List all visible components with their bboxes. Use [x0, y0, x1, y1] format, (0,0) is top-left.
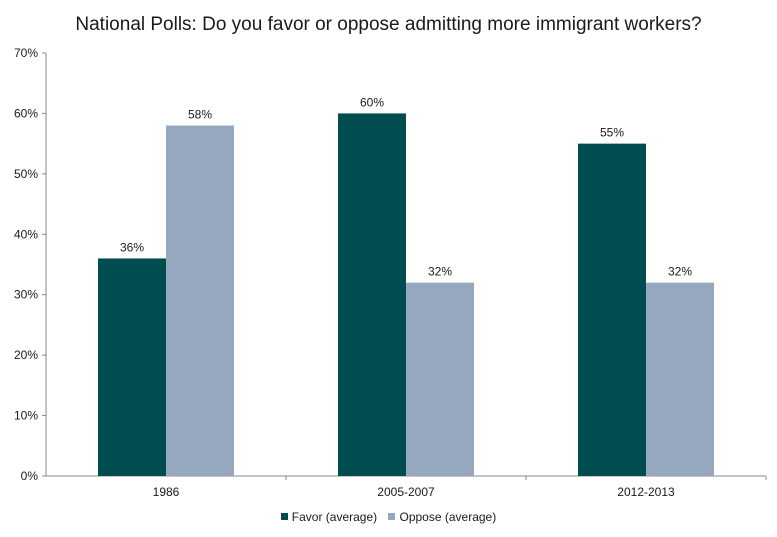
x-tick-label: 1986 [153, 485, 180, 499]
y-tick-label: 20% [14, 348, 38, 362]
data-label: 55% [600, 126, 624, 140]
data-label: 58% [188, 108, 212, 122]
legend: Favor (average) Oppose (average) [0, 510, 777, 524]
y-tick-label: 40% [14, 227, 38, 241]
bar [338, 113, 406, 476]
bar [98, 258, 166, 476]
data-label: 32% [428, 265, 452, 279]
legend-label-oppose: Oppose (average) [399, 510, 497, 524]
y-tick-label: 30% [14, 288, 38, 302]
y-tick-label: 10% [14, 409, 38, 423]
y-tick-label: 70% [14, 46, 38, 60]
y-tick-label: 0% [21, 469, 39, 483]
bar [406, 282, 474, 476]
bar [578, 143, 646, 476]
x-tick-label: 2012-2013 [617, 485, 675, 499]
data-label: 60% [360, 95, 384, 109]
y-tick-label: 50% [14, 167, 38, 181]
bar [166, 125, 234, 476]
bar [646, 282, 714, 476]
legend-label-favor: Favor (average) [291, 510, 378, 524]
legend-item-favor: Favor (average) [280, 510, 378, 524]
legend-item-oppose: Oppose (average) [388, 510, 496, 524]
x-tick-label: 2005-2007 [377, 485, 435, 499]
legend-swatch-oppose [388, 513, 396, 520]
data-label: 32% [668, 265, 692, 279]
legend-swatch-favor [280, 513, 288, 520]
data-label: 36% [120, 240, 144, 254]
chart-title: National Polls: Do you favor or oppose a… [75, 14, 702, 35]
y-tick-label: 60% [14, 106, 38, 120]
